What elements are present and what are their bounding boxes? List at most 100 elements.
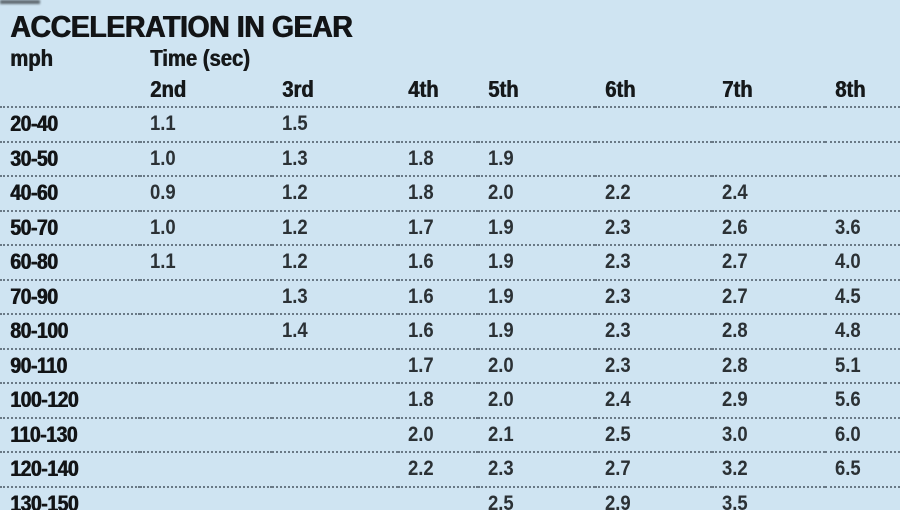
table-cell: 4.0	[835, 250, 861, 274]
table-cell: 2.5	[605, 422, 631, 446]
table-cell: 3.0	[722, 422, 748, 446]
table-row: 70-90 1.3 1.6 1.9 2.3 2.7 4.5	[0, 279, 900, 315]
table-cell: 3.5	[722, 491, 748, 510]
table-row: 30-50 1.0 1.3 1.8 1.9	[0, 141, 900, 177]
axis-label-row: mph Time (sec)	[0, 44, 900, 72]
table-cell: 2.0	[488, 388, 514, 412]
column-header: 3rd	[282, 75, 314, 102]
row-axis-label: mph	[10, 44, 53, 71]
table-cell: 1.2	[282, 181, 308, 205]
table-cell: 1.3	[282, 146, 308, 170]
table-cell: 6.0	[835, 422, 861, 446]
table-cell: 2.3	[605, 250, 631, 274]
table-cell: 1.9	[488, 250, 514, 274]
table-cell: 1.1	[150, 250, 176, 274]
table-cell: 2.3	[605, 284, 631, 308]
row-label: 90-110	[10, 352, 67, 378]
table-cell: 2.3	[605, 319, 631, 343]
row-label: 100-120	[10, 387, 78, 413]
table-cell: 1.9	[488, 215, 514, 239]
row-label: 130-150	[10, 490, 78, 510]
table-cell: 2.2	[408, 457, 434, 481]
table-cell: 3.2	[722, 457, 748, 481]
table-row: 90-110 1.7 2.0 2.3 2.8 5.1	[0, 348, 900, 384]
row-label: 30-50	[10, 145, 58, 171]
table-cell: 1.9	[488, 146, 514, 170]
table-row: 60-80 1.1 1.2 1.6 1.9 2.3 2.7 4.0	[0, 245, 900, 281]
row-label: 110-130	[10, 421, 77, 447]
table-cell: 1.1	[150, 112, 176, 136]
table-cell: 1.0	[150, 146, 176, 170]
table-cell: 1.2	[282, 215, 308, 239]
column-header: 4th	[408, 75, 439, 102]
table-cell: 2.7	[722, 250, 748, 274]
table-cell: 1.4	[282, 319, 308, 343]
row-label: 80-100	[10, 318, 68, 344]
table-row: 40-60 0.9 1.2 1.8 2.0 2.2 2.4	[0, 176, 900, 212]
row-label: 40-60	[10, 180, 58, 206]
row-label: 70-90	[10, 283, 58, 309]
table-row: 50-70 1.0 1.2 1.7 1.9 2.3 2.6 3.6	[0, 210, 900, 246]
acceleration-table: mph Time (sec) 2nd 3rd 4th 5th 6th 7th 8…	[0, 44, 900, 510]
table-cell: 1.2	[282, 250, 308, 274]
table-row: 110-130 2.0 2.1 2.5 3.0 6.0	[0, 417, 900, 453]
table-cell: 1.9	[488, 284, 514, 308]
table-cell: 1.7	[408, 353, 434, 377]
column-header: 8th	[835, 75, 866, 102]
table-cell: 2.2	[605, 181, 631, 205]
table-cell: 1.6	[408, 250, 434, 274]
table-cell: 1.6	[408, 284, 434, 308]
table-cell: 4.8	[835, 319, 861, 343]
table-cell: 2.4	[722, 181, 748, 205]
table-cell: 2.1	[488, 422, 514, 446]
table-cell: 2.7	[722, 284, 748, 308]
table-cell: 2.3	[605, 215, 631, 239]
table-cell: 1.8	[408, 181, 434, 205]
table-cell: 2.9	[722, 388, 748, 412]
row-label: 50-70	[10, 214, 58, 240]
table-cell: 2.3	[605, 353, 631, 377]
column-header-row: 2nd 3rd 4th 5th 6th 7th 8th	[0, 72, 900, 108]
column-header: 7th	[722, 75, 753, 102]
column-header: 6th	[605, 75, 636, 102]
table-cell: 2.3	[488, 457, 514, 481]
table-cell: 2.9	[605, 491, 631, 510]
table-cell: 4.5	[835, 284, 861, 308]
table-cell: 2.5	[488, 491, 514, 510]
table-cell: 2.0	[488, 181, 514, 205]
table-cell: 5.6	[835, 388, 861, 412]
unit-label: Time (sec)	[150, 44, 250, 71]
table-row: 120-140 2.2 2.3 2.7 3.2 6.5	[0, 452, 900, 488]
table-row: 130-150 2.5 2.9 3.5	[0, 486, 900, 510]
table-cell: 1.8	[408, 388, 434, 412]
row-label: 20-40	[10, 111, 58, 137]
table-cell: 1.0	[150, 215, 176, 239]
table-cell: 0.9	[150, 181, 176, 205]
table-cell: 6.5	[835, 457, 861, 481]
table-cell: 1.3	[282, 284, 308, 308]
table-cell: 2.4	[605, 388, 631, 412]
table-cell: 2.0	[488, 353, 514, 377]
table-body: mph Time (sec) 2nd 3rd 4th 5th 6th 7th 8…	[0, 44, 900, 510]
table-row: 80-100 1.4 1.6 1.9 2.3 2.8 4.8	[0, 314, 900, 350]
table-cell: 1.6	[408, 319, 434, 343]
column-header: 5th	[488, 75, 519, 102]
table-cell: 5.1	[835, 353, 861, 377]
table-cell: 1.8	[408, 146, 434, 170]
column-header: 2nd	[150, 75, 186, 102]
table-cell: 3.6	[835, 215, 861, 239]
page-title: ACCELERATION IN GEAR	[10, 9, 353, 44]
row-label: 120-140	[10, 456, 78, 482]
table-cell: 2.7	[605, 457, 631, 481]
table-cell: 2.6	[722, 215, 748, 239]
table-cell: 2.8	[722, 319, 748, 343]
table-cell: 1.7	[408, 215, 434, 239]
table-cell: 2.8	[722, 353, 748, 377]
table-row: 100-120 1.8 2.0 2.4 2.9 5.6	[0, 383, 900, 419]
table-row: 20-40 1.1 1.5	[0, 107, 900, 143]
table-cell: 1.5	[282, 112, 308, 136]
table-cell: 1.9	[488, 319, 514, 343]
top-edge-artifact	[0, 0, 40, 4]
row-label: 60-80	[10, 249, 58, 275]
